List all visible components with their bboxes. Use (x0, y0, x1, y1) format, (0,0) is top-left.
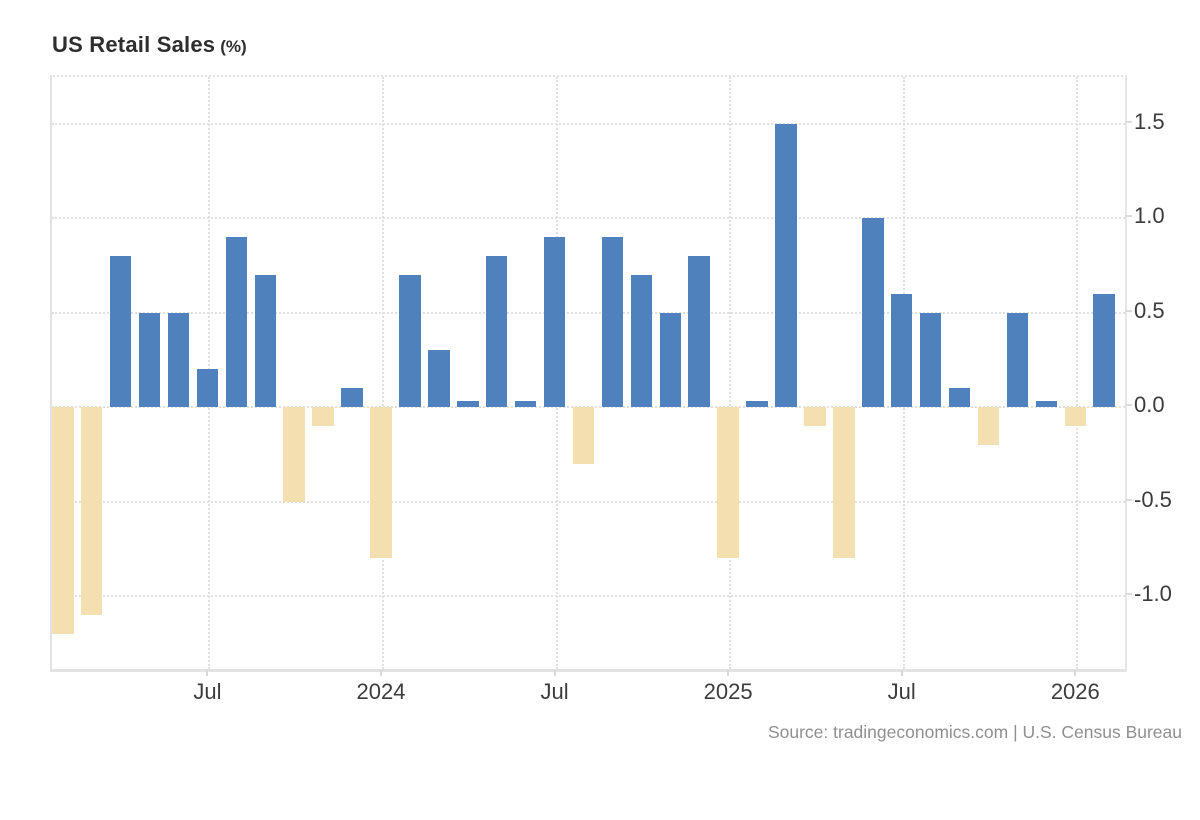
chart-title: US Retail Sales (%) (52, 32, 247, 58)
plot-area (50, 75, 1127, 672)
bar[interactable] (138, 312, 161, 407)
bar[interactable] (630, 274, 653, 407)
bar[interactable] (862, 218, 884, 407)
bar[interactable] (572, 407, 595, 464)
bar[interactable] (283, 407, 305, 502)
y-axis-tick-label: -1.0 (1134, 581, 1172, 606)
chart-title-text: US Retail Sales (52, 32, 216, 57)
gridline-h (52, 217, 1125, 219)
bar[interactable] (833, 407, 855, 559)
bar[interactable] (52, 407, 74, 634)
bar[interactable] (428, 350, 450, 407)
bar[interactable] (225, 236, 248, 407)
bar[interactable] (167, 312, 190, 407)
bar[interactable] (890, 293, 913, 407)
source-credit: Source: tradingeconomics.com | U.S. Cens… (767, 722, 1182, 742)
bar[interactable] (775, 123, 797, 407)
y-axis-tick (1125, 215, 1132, 217)
x-axis-tick (727, 670, 730, 676)
bar[interactable] (977, 407, 1000, 445)
y-axis-tick (1125, 309, 1132, 312)
y-axis-tick (1125, 498, 1132, 501)
bar[interactable] (688, 255, 710, 407)
bar[interactable] (457, 401, 479, 407)
bar[interactable] (254, 274, 276, 407)
x-axis-tick (553, 670, 556, 676)
bar[interactable] (485, 255, 508, 407)
gridline-v (1076, 77, 1079, 669)
bar[interactable] (543, 236, 566, 407)
bar[interactable] (312, 407, 334, 426)
x-axis-tick-label: 2024 (356, 679, 406, 704)
y-axis-tick-label: -0.5 (1134, 486, 1172, 512)
bar[interactable] (1035, 401, 1058, 407)
bar[interactable] (717, 407, 739, 559)
bar[interactable] (1064, 407, 1087, 426)
y-axis-tick (1125, 120, 1132, 123)
gridline-h (52, 122, 1125, 125)
x-axis-tick-label: Jul (540, 679, 569, 704)
x-axis-tick-label: 2025 (703, 679, 753, 704)
bar[interactable] (601, 236, 624, 407)
x-axis-tick-label: Jul (887, 679, 916, 704)
bar[interactable] (919, 312, 942, 407)
bar[interactable] (399, 274, 421, 407)
y-axis-tick-label: 1.0 (1134, 203, 1165, 228)
x-axis-tick (379, 670, 382, 676)
bar[interactable] (80, 407, 103, 615)
bar[interactable] (109, 255, 132, 407)
y-axis-tick-label: 1.5 (1134, 108, 1165, 134)
x-axis-tick (900, 670, 903, 676)
bar[interactable] (1093, 293, 1115, 407)
y-axis-tick (1125, 593, 1132, 595)
gridline-h (52, 500, 1125, 503)
bar[interactable] (341, 388, 363, 407)
bar[interactable] (514, 401, 537, 407)
bar[interactable] (370, 407, 392, 559)
y-axis-tick-label: 0.0 (1134, 392, 1165, 417)
bar[interactable] (746, 401, 768, 407)
x-axis-tick (206, 670, 209, 676)
bar[interactable] (659, 312, 682, 407)
x-axis-tick-label: Jul (193, 679, 222, 704)
x-axis-tick (1074, 670, 1077, 676)
bar[interactable] (804, 407, 826, 426)
y-axis-tick (1125, 404, 1132, 406)
bar[interactable] (1006, 312, 1029, 407)
gridline-v (729, 77, 732, 669)
chart-title-unit: (%) (220, 37, 247, 56)
gridline-h (52, 311, 1125, 314)
bar[interactable] (948, 388, 971, 407)
bar[interactable] (196, 369, 219, 407)
x-axis-tick-label: 2026 (1050, 679, 1100, 704)
gridline-h (52, 595, 1125, 597)
gridline-v (381, 77, 384, 669)
y-axis-tick-label: 0.5 (1134, 297, 1165, 323)
